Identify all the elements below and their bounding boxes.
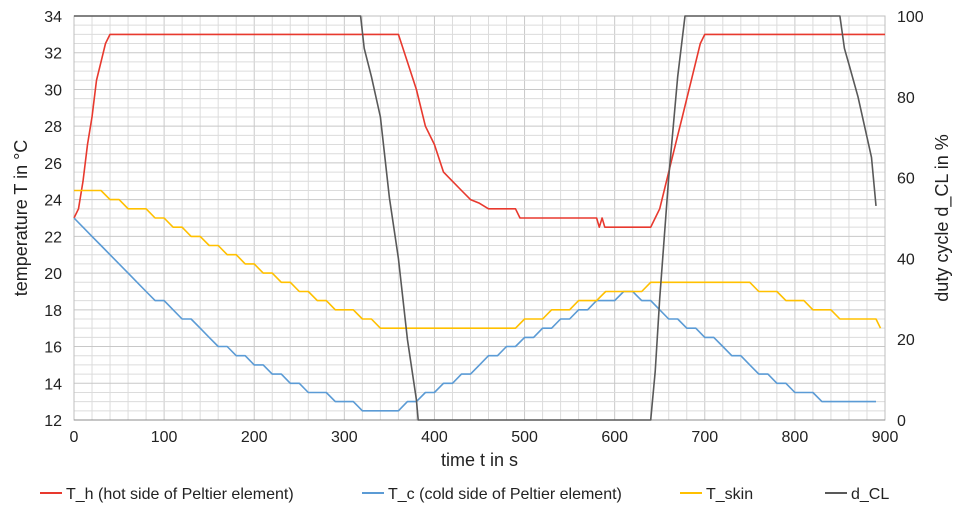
y-tick-label: 28 <box>44 119 62 136</box>
y-tick-label: 24 <box>44 193 62 210</box>
x-axis-label: time t in s <box>441 450 518 470</box>
y-tick-label: 20 <box>44 266 62 283</box>
y2-tick-label: 0 <box>897 413 906 430</box>
x-tick-label: 800 <box>782 429 809 446</box>
y-tick-label: 32 <box>44 46 62 63</box>
legend-entry-label: d_CL <box>851 486 889 503</box>
x-tick-label: 200 <box>241 429 268 446</box>
x-tick-label: 400 <box>421 429 448 446</box>
x-tick-label: 600 <box>601 429 628 446</box>
y2-axis-label: duty cycle d_CL in % <box>932 134 953 301</box>
y-tick-label: 22 <box>44 229 62 246</box>
series-line-d-cl <box>74 15 877 421</box>
y-axis-label: temperature T in °C <box>11 140 31 297</box>
x-tick-label: 0 <box>70 429 79 446</box>
x-tick-label: 300 <box>331 429 358 446</box>
legend-entry-label: T_c (cold side of Peltier element) <box>388 486 622 503</box>
legend: T_h (hot side of Peltier element) T_c (co… <box>40 486 889 503</box>
y-tick-label: 26 <box>44 156 62 173</box>
y-tick-label: 14 <box>44 376 62 393</box>
y2-tick-label: 20 <box>897 332 915 349</box>
y-tick-label: 12 <box>44 413 62 430</box>
x-tick-label: 900 <box>872 429 899 446</box>
y-tick-label: 34 <box>44 9 62 26</box>
series-line-t-c <box>73 217 876 412</box>
series-line-t-h <box>73 33 885 228</box>
legend-entry-label: T_skin <box>706 486 753 503</box>
y2-tick-label: 100 <box>897 9 924 26</box>
series-lines <box>73 15 885 421</box>
x-tick-label: 100 <box>151 429 178 446</box>
tick-labels: 0 100 200 300 400 500 600 700 800 900121416182022… <box>44 9 924 446</box>
series-line-t-skin <box>74 189 882 329</box>
y2-tick-label: 60 <box>897 171 915 188</box>
y-tick-label: 18 <box>44 303 62 320</box>
x-tick-label: 700 <box>691 429 718 446</box>
grid-lines <box>73 15 886 421</box>
y-tick-label: 16 <box>44 340 62 357</box>
legend-entry-label: T_h (hot side of Peltier element) <box>66 486 294 503</box>
y-tick-label: 30 <box>44 82 62 99</box>
y2-tick-label: 40 <box>897 251 915 268</box>
y2-tick-label: 80 <box>897 90 915 107</box>
x-tick-label: 500 <box>511 429 538 446</box>
